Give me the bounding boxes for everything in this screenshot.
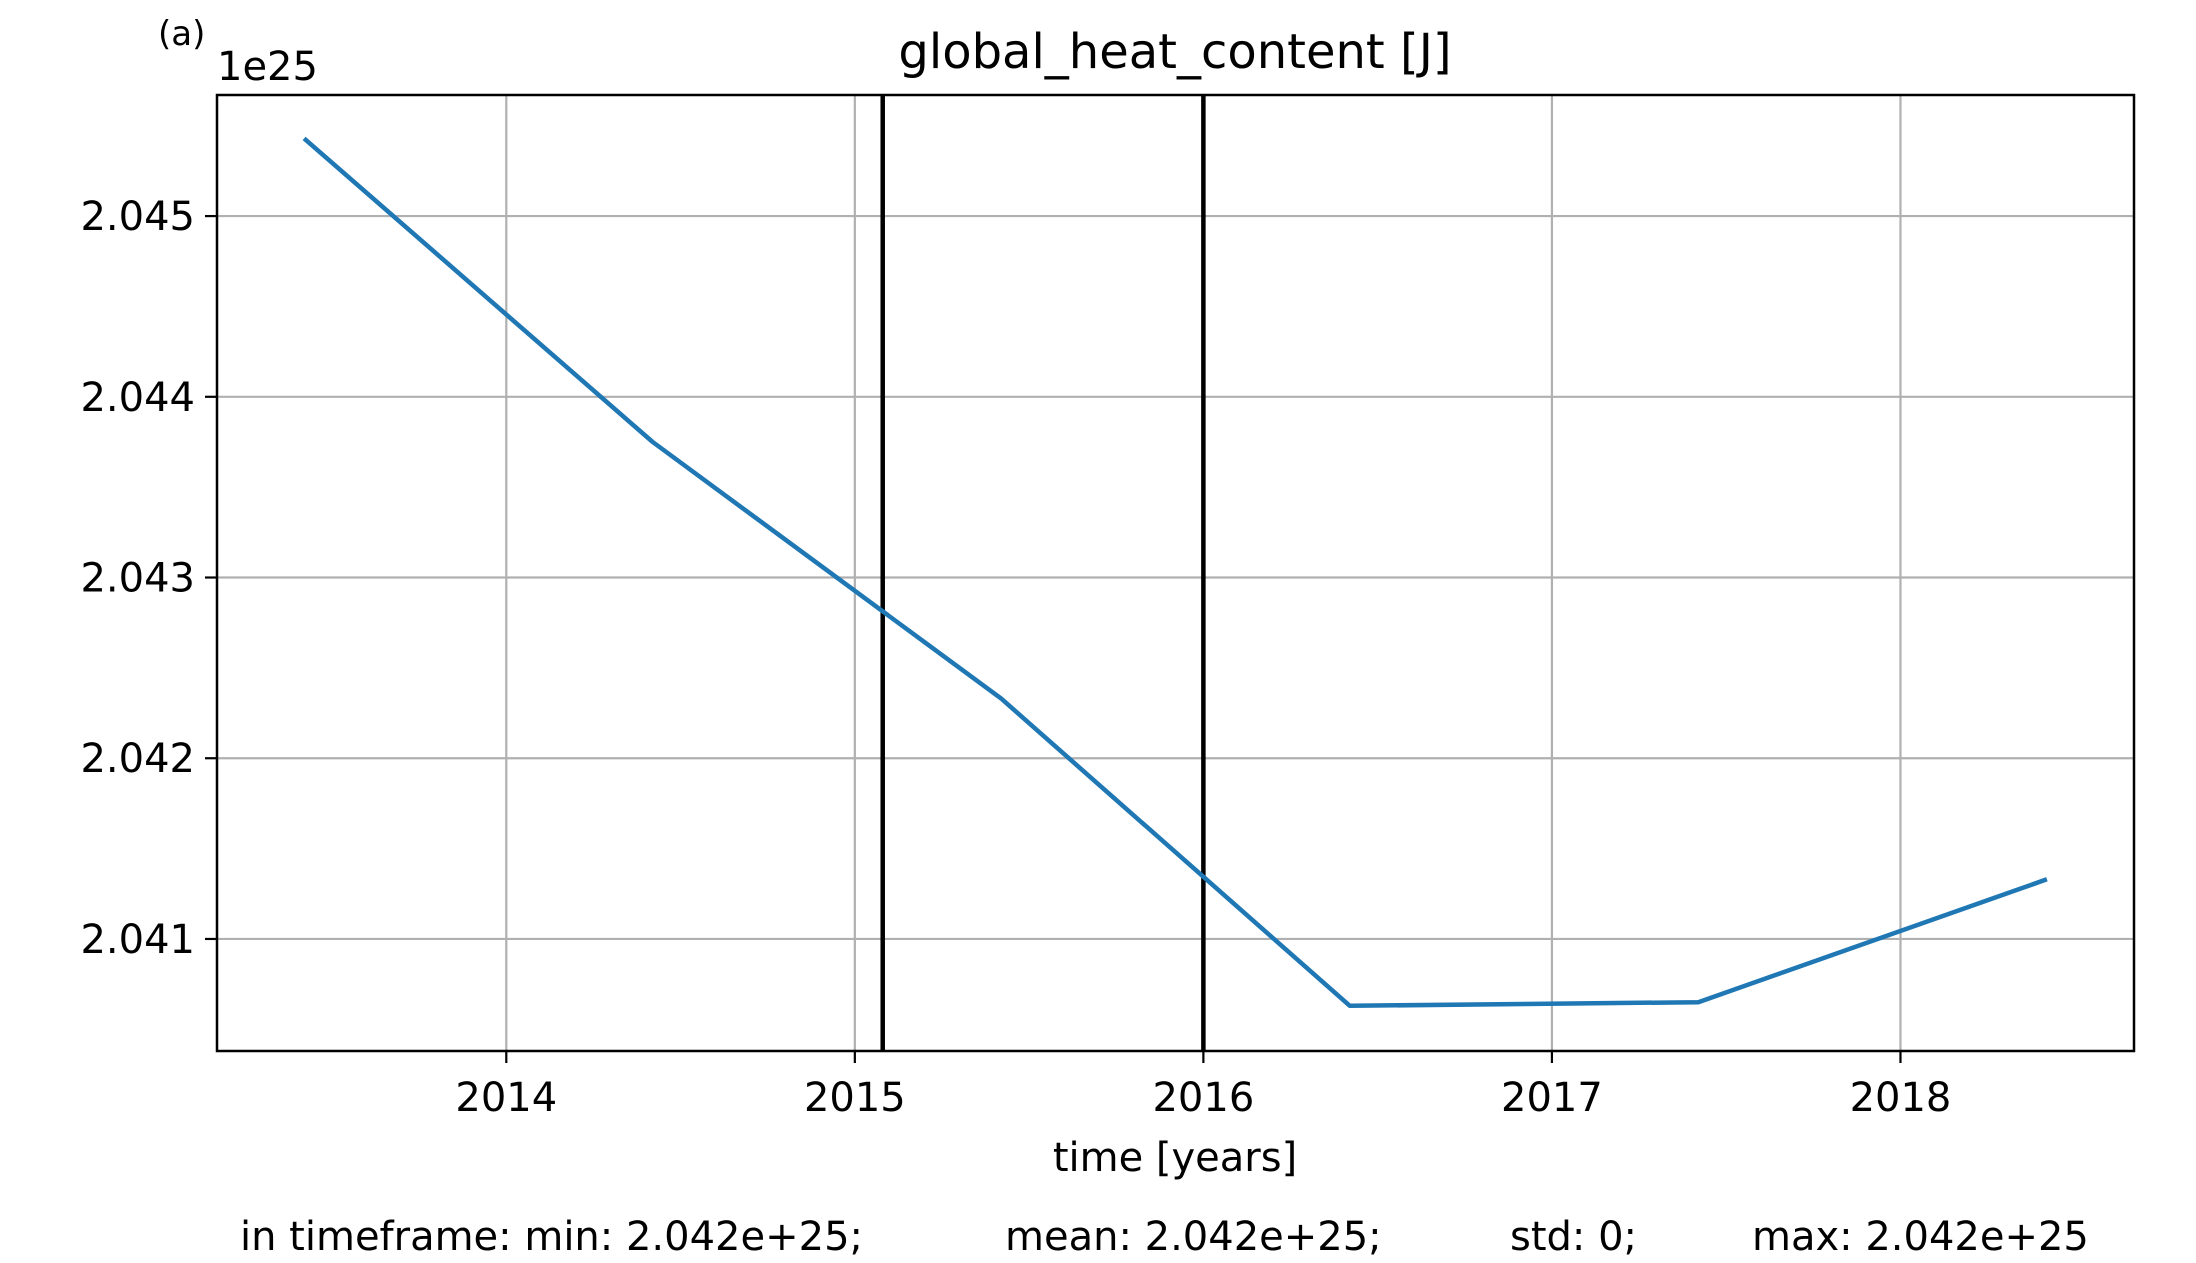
x-tick-label: 2017 xyxy=(1501,1075,1603,1121)
plot-frame xyxy=(215,93,2136,1053)
stat-std: std: 0; xyxy=(1510,1214,1638,1260)
y-tick-label: 2.042 xyxy=(80,736,195,782)
x-tick-label: 2014 xyxy=(455,1075,557,1121)
stat-mean: mean: 2.042e+25; xyxy=(1005,1214,1382,1260)
axis-ticks: 2014 2015 2016 2017 2018 2.041 2.042 2.043 2.044… xyxy=(80,194,1951,1121)
y-tick-label: 2.043 xyxy=(80,556,195,602)
grid-lines xyxy=(217,95,2134,1051)
stat-max: max: 2.042e+25 xyxy=(1752,1214,2089,1260)
y-tick-label: 2.044 xyxy=(80,375,195,421)
series-layer xyxy=(302,136,2048,1009)
offset-text: 1e25 xyxy=(217,44,318,90)
stat-min: in timeframe: min: 2.042e+25; xyxy=(240,1214,863,1260)
y-tick-label: 2.045 xyxy=(80,194,195,240)
x-tick-label: 2015 xyxy=(804,1075,906,1121)
x-axis-label: time [years] xyxy=(1053,1135,1297,1181)
x-tick-label: 2016 xyxy=(1152,1075,1254,1121)
x-tick-label: 2018 xyxy=(1850,1075,1952,1121)
series-line xyxy=(302,136,2048,1009)
vertical-markers xyxy=(880,95,1206,1051)
chart-title: global_heat_content [J] xyxy=(898,24,1451,80)
panel-label: (a) xyxy=(158,14,205,54)
y-tick-label: 2.041 xyxy=(80,917,195,963)
